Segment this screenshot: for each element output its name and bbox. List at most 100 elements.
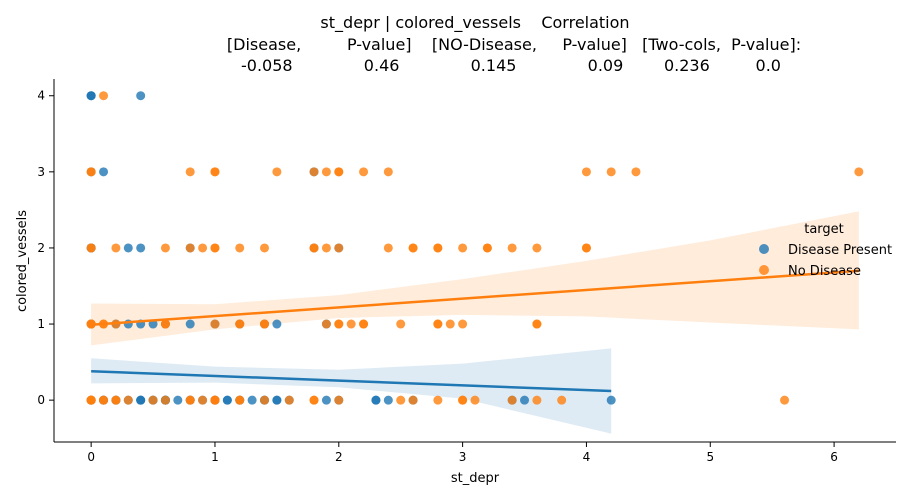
data-point-no-disease	[260, 243, 269, 253]
chart-title: st_depr | colored_vessels Correlation [D…	[227, 13, 801, 75]
x-ticks: 0 1 2 3 4 5 6	[87, 442, 838, 464]
data-point-disease-present	[136, 395, 146, 405]
data-point-no-disease	[309, 243, 319, 253]
data-point-no-disease	[581, 243, 591, 253]
data-point-no-disease	[321, 243, 331, 253]
data-point-no-disease	[458, 243, 468, 253]
data-point-disease-present	[136, 91, 146, 101]
x-tick-label: 2	[335, 450, 343, 464]
y-tick-label: 0	[37, 393, 45, 407]
data-point-no-disease	[321, 319, 331, 329]
data-point-no-disease	[334, 167, 344, 177]
data-point-disease-present	[383, 395, 393, 405]
regression-line-no-disease	[91, 269, 859, 327]
data-point-disease-present	[247, 395, 257, 405]
data-point-no-disease	[210, 319, 220, 329]
data-point-no-disease	[235, 319, 245, 329]
data-point-no-disease	[482, 243, 492, 253]
data-point-no-disease	[185, 395, 195, 405]
data-point-no-disease	[86, 243, 96, 253]
data-point-disease-present	[520, 395, 530, 405]
data-point-no-disease	[148, 395, 158, 405]
x-tick-label: 5	[706, 450, 714, 464]
x-tick-label: 3	[459, 450, 467, 464]
data-point-no-disease	[185, 243, 195, 253]
data-point-no-disease	[160, 319, 170, 329]
data-point-no-disease	[445, 319, 455, 329]
x-tick-label: 0	[87, 450, 95, 464]
data-point-no-disease	[210, 395, 220, 405]
scatter-points	[86, 91, 864, 405]
y-tick-label: 1	[37, 317, 45, 331]
data-point-no-disease	[470, 395, 480, 405]
data-point-no-disease	[334, 243, 344, 253]
data-point-no-disease	[408, 395, 418, 405]
data-point-no-disease	[359, 167, 369, 177]
data-point-no-disease	[383, 243, 393, 253]
data-point-no-disease	[86, 395, 96, 405]
data-point-no-disease	[160, 395, 170, 405]
data-point-no-disease	[408, 243, 418, 253]
regression-lines	[91, 269, 859, 393]
data-point-no-disease	[507, 395, 517, 405]
x-tick-label: 6	[830, 450, 838, 464]
data-point-no-disease	[321, 167, 331, 177]
data-point-no-disease	[210, 243, 220, 253]
x-axis-label: st_depr	[451, 471, 500, 486]
y-tick-label: 4	[37, 89, 45, 103]
data-point-no-disease	[433, 319, 443, 329]
data-point-no-disease	[160, 243, 170, 253]
y-axis-label: colored_vessels	[15, 210, 30, 312]
data-point-no-disease	[396, 395, 406, 405]
data-point-no-disease	[854, 167, 864, 177]
legend: target Disease Present No Disease	[759, 222, 892, 279]
data-point-no-disease	[284, 395, 294, 405]
y-ticks: 0 1 2 3 4	[37, 89, 54, 407]
x-tick-label: 4	[583, 450, 591, 464]
data-point-no-disease	[210, 167, 220, 177]
title-line-2: [Disease, P-value] [NO-Disease, P-value]…	[227, 35, 801, 54]
data-point-no-disease	[86, 167, 96, 177]
data-point-no-disease	[433, 395, 443, 405]
data-point-no-disease	[198, 395, 208, 405]
y-tick-label: 2	[37, 241, 45, 255]
data-point-no-disease	[396, 319, 406, 329]
confidence-band-disease-present	[91, 348, 612, 434]
data-point-disease-present	[321, 395, 331, 405]
data-point-disease-present	[272, 319, 282, 329]
data-point-disease-present	[136, 243, 146, 253]
data-point-no-disease	[260, 319, 269, 329]
legend-marker-no-disease	[759, 265, 769, 275]
data-point-no-disease	[780, 395, 790, 405]
data-point-no-disease	[606, 167, 616, 177]
data-point-disease-present	[99, 167, 109, 177]
data-point-disease-present	[123, 243, 133, 253]
data-point-no-disease	[99, 395, 109, 405]
data-point-no-disease	[557, 395, 567, 405]
axes: 0 1 2 3 4 5 6 0 1 2 3 4 st_depr colored_vessels	[15, 79, 896, 486]
data-point-disease-present	[173, 395, 183, 405]
data-point-no-disease	[235, 243, 245, 253]
data-point-no-disease	[507, 243, 517, 253]
data-point-no-disease	[272, 167, 282, 177]
data-point-no-disease	[260, 395, 269, 405]
data-point-no-disease	[309, 167, 319, 177]
data-point-disease-present	[222, 395, 232, 405]
data-point-no-disease	[532, 395, 542, 405]
legend-label-disease: Disease Present	[788, 243, 892, 258]
legend-label-no-disease: No Disease	[788, 264, 861, 279]
data-point-no-disease	[383, 167, 393, 177]
data-point-no-disease	[346, 319, 356, 329]
legend-title: target	[804, 222, 844, 237]
data-point-no-disease	[458, 319, 468, 329]
data-point-no-disease	[309, 395, 319, 405]
data-point-disease-present	[272, 395, 282, 405]
data-point-no-disease	[532, 243, 542, 253]
data-point-no-disease	[433, 243, 443, 253]
data-point-no-disease	[581, 167, 591, 177]
data-point-disease-present	[86, 91, 96, 101]
data-point-no-disease	[458, 395, 468, 405]
y-tick-label: 3	[37, 165, 45, 179]
data-point-disease-present	[606, 395, 616, 405]
data-point-no-disease	[334, 395, 344, 405]
